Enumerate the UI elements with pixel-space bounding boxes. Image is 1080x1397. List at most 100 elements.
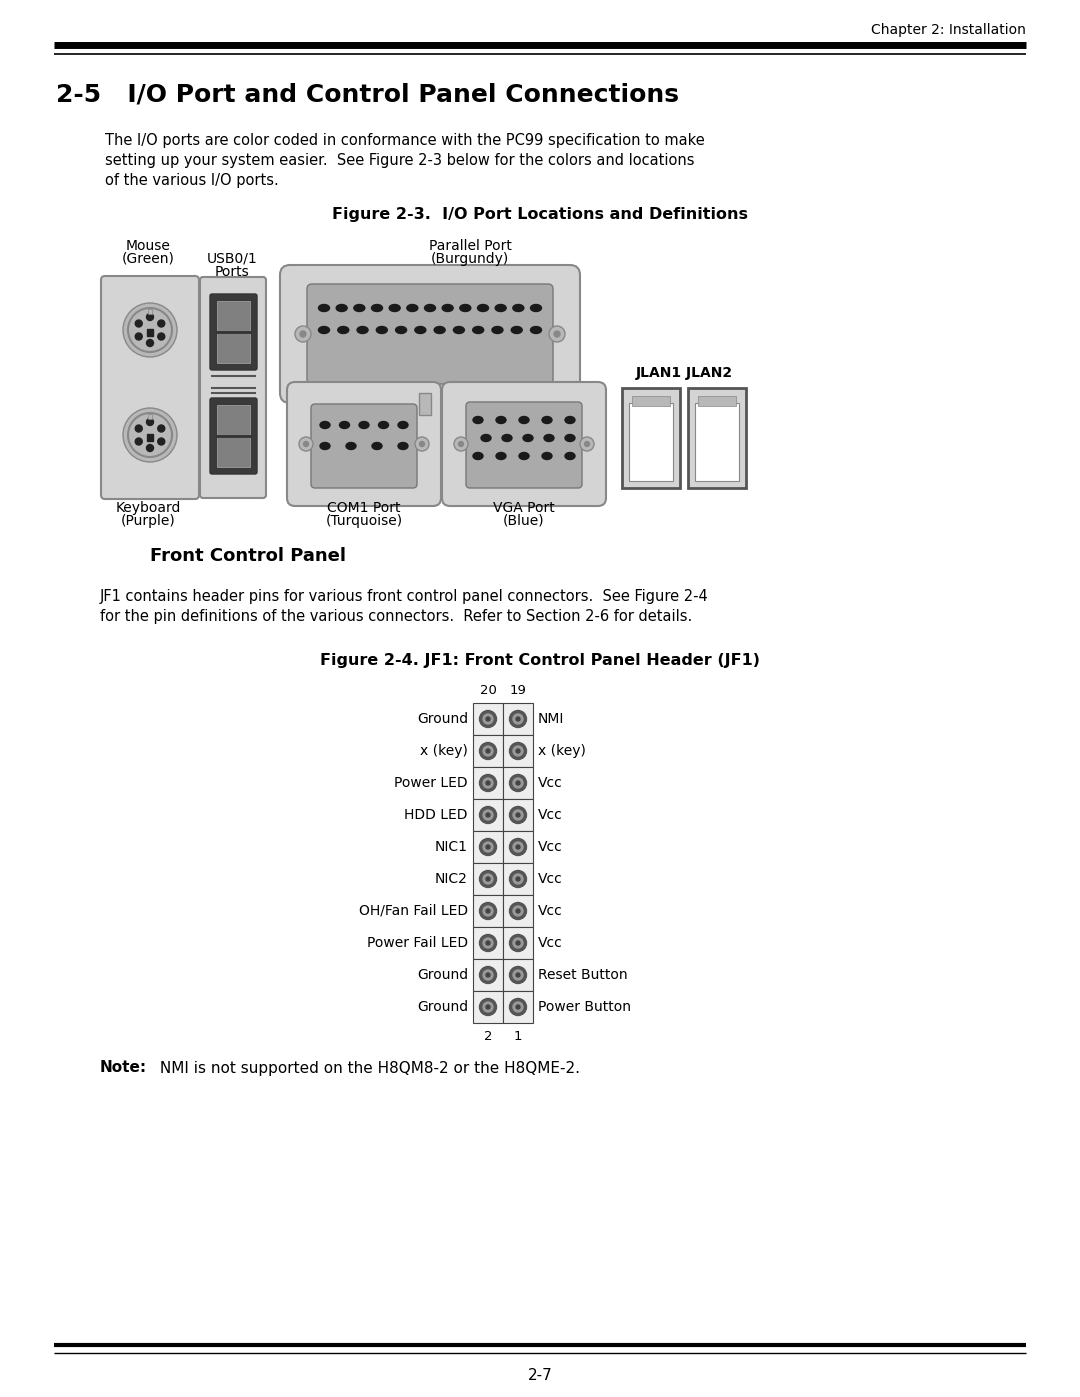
Ellipse shape bbox=[519, 453, 529, 460]
Circle shape bbox=[486, 877, 490, 882]
Circle shape bbox=[135, 332, 143, 339]
Circle shape bbox=[158, 332, 165, 339]
Bar bbox=[473, 703, 503, 735]
Circle shape bbox=[303, 441, 309, 447]
Bar bbox=[503, 990, 534, 1023]
Circle shape bbox=[135, 320, 143, 327]
FancyBboxPatch shape bbox=[102, 277, 199, 499]
Circle shape bbox=[147, 444, 153, 451]
Circle shape bbox=[513, 875, 523, 884]
Ellipse shape bbox=[407, 305, 418, 312]
Bar bbox=[503, 703, 534, 735]
Circle shape bbox=[480, 742, 497, 760]
Ellipse shape bbox=[357, 327, 368, 334]
Ellipse shape bbox=[495, 305, 507, 312]
Text: 20: 20 bbox=[480, 685, 497, 697]
Text: OH/Fan Fail LED: OH/Fan Fail LED bbox=[359, 904, 468, 918]
Ellipse shape bbox=[346, 443, 356, 450]
Circle shape bbox=[510, 967, 527, 983]
Bar bbox=[473, 863, 503, 895]
Circle shape bbox=[483, 875, 492, 884]
Circle shape bbox=[516, 909, 519, 914]
Ellipse shape bbox=[519, 416, 529, 423]
Circle shape bbox=[516, 1004, 519, 1009]
Bar bbox=[503, 958, 534, 990]
Text: (Blue): (Blue) bbox=[503, 514, 544, 528]
Circle shape bbox=[486, 717, 490, 721]
Ellipse shape bbox=[513, 305, 524, 312]
Ellipse shape bbox=[496, 416, 507, 423]
Ellipse shape bbox=[376, 327, 388, 334]
Ellipse shape bbox=[565, 416, 575, 423]
Text: Power Fail LED: Power Fail LED bbox=[367, 936, 468, 950]
FancyBboxPatch shape bbox=[200, 277, 266, 497]
Bar bbox=[473, 767, 503, 799]
Circle shape bbox=[123, 408, 177, 462]
Text: Vcc: Vcc bbox=[538, 904, 563, 918]
Circle shape bbox=[480, 935, 497, 951]
Circle shape bbox=[516, 781, 519, 785]
Circle shape bbox=[135, 425, 143, 432]
Circle shape bbox=[480, 711, 497, 728]
FancyBboxPatch shape bbox=[307, 284, 553, 384]
Circle shape bbox=[158, 425, 165, 432]
Text: Vcc: Vcc bbox=[538, 807, 563, 821]
Ellipse shape bbox=[496, 453, 507, 460]
Circle shape bbox=[510, 999, 527, 1016]
Circle shape bbox=[299, 437, 313, 451]
Circle shape bbox=[459, 441, 463, 447]
Bar bbox=[688, 388, 746, 488]
Ellipse shape bbox=[372, 305, 382, 312]
FancyBboxPatch shape bbox=[287, 381, 441, 506]
Circle shape bbox=[513, 778, 523, 788]
Text: NIC1: NIC1 bbox=[435, 840, 468, 854]
Text: Mouse: Mouse bbox=[125, 239, 171, 253]
Ellipse shape bbox=[395, 327, 406, 334]
Circle shape bbox=[513, 810, 523, 820]
Circle shape bbox=[480, 774, 497, 792]
Circle shape bbox=[580, 437, 594, 451]
Circle shape bbox=[486, 781, 490, 785]
Circle shape bbox=[513, 1002, 523, 1011]
Circle shape bbox=[147, 313, 153, 320]
Circle shape bbox=[513, 907, 523, 916]
Bar bbox=[473, 958, 503, 990]
Text: Power Button: Power Button bbox=[538, 1000, 631, 1014]
Ellipse shape bbox=[378, 422, 389, 429]
Circle shape bbox=[480, 999, 497, 1016]
Circle shape bbox=[483, 970, 492, 981]
Bar bbox=[503, 767, 534, 799]
Text: VGA Port: VGA Port bbox=[494, 502, 555, 515]
Circle shape bbox=[584, 441, 590, 447]
Ellipse shape bbox=[565, 434, 575, 441]
Bar bbox=[217, 405, 249, 467]
Text: setting up your system easier.  See Figure 2-3 below for the colors and location: setting up your system easier. See Figur… bbox=[105, 152, 694, 168]
Circle shape bbox=[147, 339, 153, 346]
Ellipse shape bbox=[544, 434, 554, 441]
Ellipse shape bbox=[460, 305, 471, 312]
Ellipse shape bbox=[389, 305, 401, 312]
Text: Vcc: Vcc bbox=[538, 775, 563, 789]
Circle shape bbox=[123, 303, 177, 358]
Circle shape bbox=[480, 902, 497, 919]
Ellipse shape bbox=[477, 305, 488, 312]
Ellipse shape bbox=[442, 305, 454, 312]
FancyBboxPatch shape bbox=[442, 381, 606, 506]
Ellipse shape bbox=[339, 422, 350, 429]
Circle shape bbox=[554, 331, 561, 337]
Text: COM1 Port: COM1 Port bbox=[327, 502, 401, 515]
Text: (Turquoise): (Turquoise) bbox=[325, 514, 403, 528]
Bar bbox=[503, 831, 534, 863]
Text: (Green): (Green) bbox=[122, 251, 175, 265]
Circle shape bbox=[510, 902, 527, 919]
Circle shape bbox=[483, 746, 492, 756]
Bar bbox=[148, 309, 152, 314]
Text: (Burgundy): (Burgundy) bbox=[431, 251, 509, 265]
Ellipse shape bbox=[473, 453, 483, 460]
Circle shape bbox=[516, 813, 519, 817]
Ellipse shape bbox=[530, 305, 541, 312]
Circle shape bbox=[510, 935, 527, 951]
Circle shape bbox=[486, 813, 490, 817]
Ellipse shape bbox=[542, 453, 552, 460]
Circle shape bbox=[516, 877, 519, 882]
